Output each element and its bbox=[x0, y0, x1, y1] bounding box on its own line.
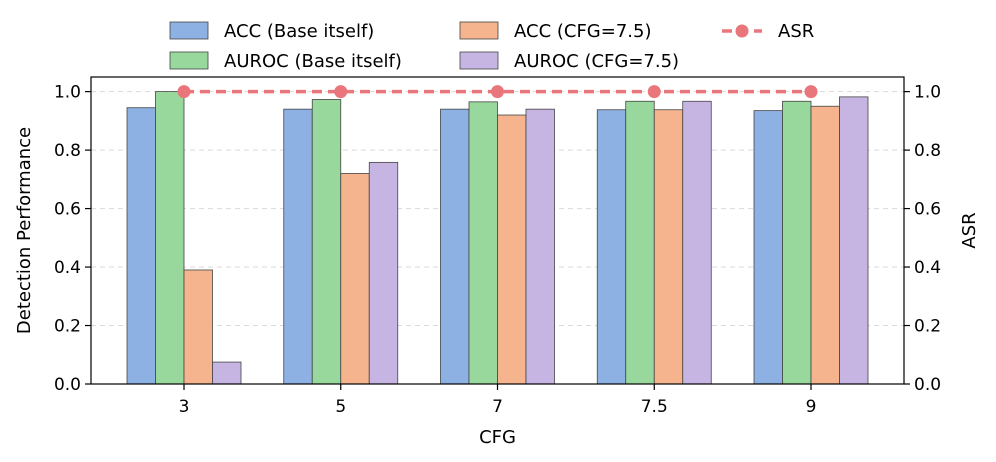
legend-swatch-acc-cfg-7-5 bbox=[459, 21, 499, 40]
legend-swatch-acc-base-itself bbox=[169, 21, 209, 40]
y2-tick-label: 1.0 bbox=[914, 83, 941, 103]
bar-acc-base-itself-9 bbox=[753, 110, 783, 385]
x-tick-label: 5 bbox=[335, 397, 346, 417]
bar-acc-base-itself-5 bbox=[283, 108, 313, 385]
legend: ACC (Base itself) ACC (CFG=7.5) ASR AUROC (… bbox=[169, 21, 814, 72]
bar-auroc-base-itself-5 bbox=[311, 99, 342, 385]
y2-tick-label: 0.8 bbox=[914, 141, 941, 161]
bar-auroc-cfg-7-5-3 bbox=[212, 361, 242, 385]
asr-point-7-5 bbox=[647, 85, 661, 99]
bar-acc-base-itself-7-5 bbox=[596, 109, 627, 385]
x-tick-label: 7 bbox=[492, 397, 503, 417]
bar-auroc-base-itself-7-5 bbox=[625, 100, 655, 385]
y2-tick-label: 0.0 bbox=[914, 375, 941, 395]
y2-tick-label: 0.2 bbox=[914, 317, 941, 337]
y-axis-label: Detection Performance bbox=[14, 127, 35, 334]
x-tick-label: 7.5 bbox=[641, 397, 668, 417]
bar-acc-base-itself-7 bbox=[440, 108, 470, 385]
bar-auroc-base-itself-7 bbox=[468, 101, 498, 385]
legend-label: ACC (CFG=7.5) bbox=[514, 21, 651, 42]
bars-layer bbox=[126, 91, 869, 385]
y-tick-label: 0.0 bbox=[54, 375, 81, 395]
legend-label: AUROC (CFG=7.5) bbox=[514, 51, 679, 72]
bar-auroc-cfg-7-5-9 bbox=[839, 96, 869, 385]
x-axis: 3 5 7 7.5 9 bbox=[179, 384, 817, 417]
asr-line-layer bbox=[177, 85, 818, 99]
bar-auroc-base-itself-9 bbox=[782, 100, 812, 385]
bar-acc-cfg-7-5-5 bbox=[340, 173, 370, 385]
asr-point-3 bbox=[177, 85, 191, 99]
legend-swatch-auroc-base-itself bbox=[169, 51, 209, 70]
y2-tick-label: 0.6 bbox=[914, 200, 941, 220]
legend-label: ASR bbox=[778, 21, 814, 42]
asr-point-7 bbox=[491, 85, 504, 99]
y-tick-label: 0.8 bbox=[54, 141, 81, 161]
y2-tick-label: 0.4 bbox=[914, 258, 941, 278]
legend-swatch-asr-marker bbox=[735, 24, 749, 38]
bar-acc-cfg-7-5-7 bbox=[497, 114, 527, 385]
y-tick-label: 0.4 bbox=[54, 258, 81, 278]
bar-acc-cfg-7-5-7-5 bbox=[653, 109, 684, 385]
bar-auroc-cfg-7-5-7 bbox=[525, 108, 555, 385]
x-axis-label: CFG bbox=[479, 427, 516, 448]
y2-axis-label: ASR bbox=[959, 212, 980, 248]
right-y-axis: 0.0 0.2 0.4 0.6 0.8 1.0 bbox=[904, 83, 941, 395]
x-tick-label: 3 bbox=[179, 397, 190, 417]
bar-acc-cfg-7-5-9 bbox=[810, 105, 840, 385]
bar-acc-base-itself-3 bbox=[126, 107, 156, 385]
x-tick-label: 9 bbox=[806, 397, 817, 417]
bar-acc-cfg-7-5-3 bbox=[183, 269, 213, 385]
bar-auroc-base-itself-3 bbox=[155, 91, 185, 385]
bar-auroc-cfg-7-5-7-5 bbox=[682, 100, 712, 385]
asr-point-5 bbox=[334, 85, 348, 99]
y-tick-label: 1.0 bbox=[54, 83, 81, 103]
legend-label: AUROC (Base itself) bbox=[224, 51, 402, 72]
y-tick-label: 0.6 bbox=[54, 200, 81, 220]
asr-point-9 bbox=[804, 85, 818, 99]
y-tick-label: 0.2 bbox=[54, 317, 81, 337]
legend-swatch-auroc-cfg-7-5 bbox=[459, 51, 499, 70]
left-y-axis: 0.0 0.2 0.4 0.6 0.8 1.0 bbox=[54, 83, 91, 395]
legend-label: ACC (Base itself) bbox=[224, 21, 374, 42]
bar-auroc-cfg-7-5-5 bbox=[368, 161, 399, 385]
